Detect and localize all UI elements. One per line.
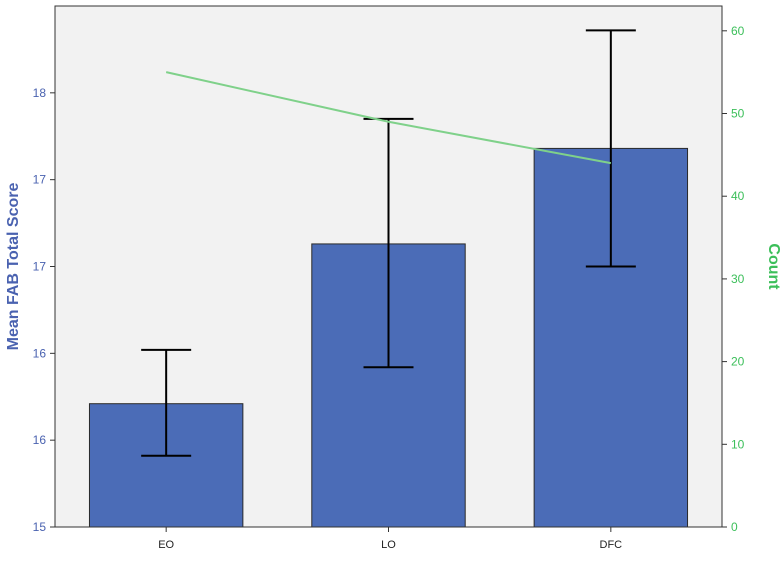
right-tick-label: 10: [731, 437, 745, 451]
right-tick-label: 20: [731, 355, 745, 369]
count-line-group: [165, 71, 612, 165]
right-tick-label: 40: [731, 189, 745, 203]
x-axis-ticks: EO LO DFC: [158, 527, 622, 551]
left-tick-label: 16: [33, 433, 47, 447]
count-line: [165, 71, 612, 165]
right-tick-label: 60: [731, 24, 745, 38]
x-tick-label: LO: [381, 539, 396, 551]
left-tick-label: 18: [33, 86, 47, 100]
x-tick-label: EO: [158, 539, 174, 551]
left-tick-label: 17: [33, 260, 47, 274]
error-bar-dfc: [585, 29, 636, 268]
right-tick-label: 50: [731, 107, 745, 121]
left-axis-ticks: 15 16 16 17 17 18: [33, 86, 55, 534]
secondary-y-axis-title: Count: [765, 243, 782, 290]
y-axis-title: Mean FAB Total Score: [5, 183, 22, 351]
x-tick-label: DFC: [600, 539, 623, 551]
left-tick-label: 16: [33, 346, 47, 360]
right-tick-label: 0: [731, 520, 738, 534]
right-tick-label: 30: [731, 272, 745, 286]
error-bar-eo: [141, 348, 192, 457]
right-axis-ticks: 0 10 20 30 40 50 60: [722, 24, 745, 534]
left-tick-label: 17: [33, 173, 47, 187]
left-tick-label: 15: [33, 520, 47, 534]
